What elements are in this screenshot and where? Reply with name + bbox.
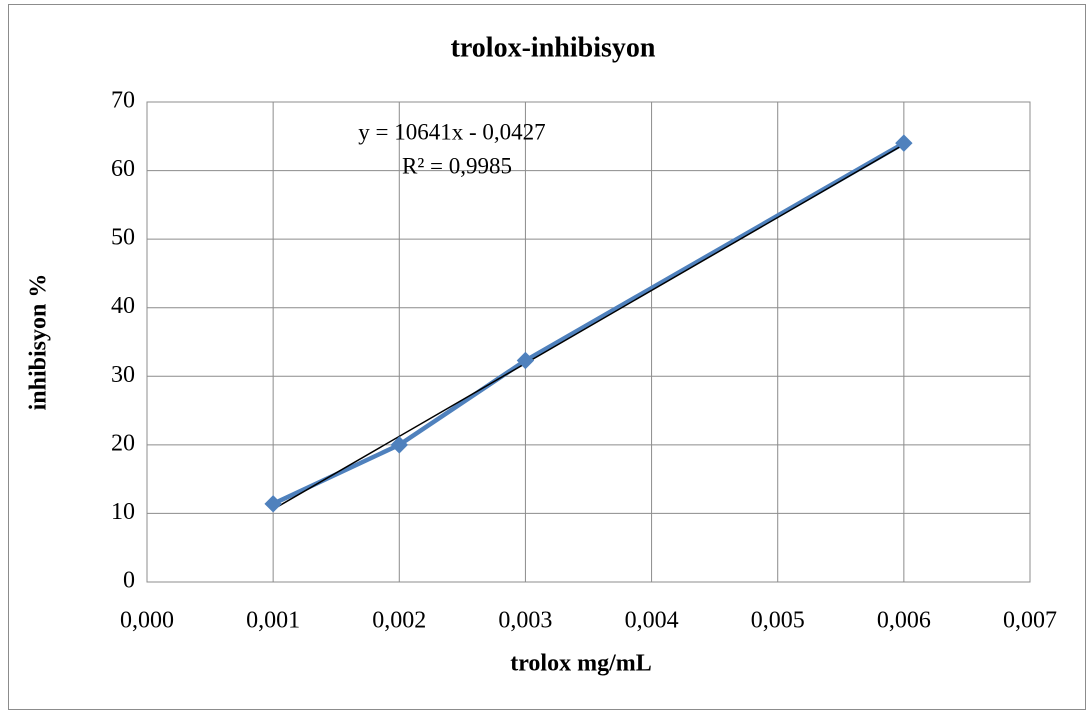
y-tick-label: 40 [111, 293, 135, 319]
y-tick-label: 70 [111, 88, 135, 114]
x-tick-label: 0,006 [877, 608, 931, 634]
plot-border [146, 101, 1031, 583]
y-tick-label: 10 [111, 499, 135, 525]
grid [146, 101, 1031, 583]
x-tick-label: 0,003 [498, 608, 552, 634]
x-tick-label: 0,004 [625, 608, 679, 634]
trendline-equation: y = 10641x - 0,0427 [358, 119, 545, 144]
y-tick-label: 20 [111, 430, 135, 456]
x-tick-label: 0,000 [120, 608, 174, 634]
chart-border [8, 4, 1086, 710]
x-axis-label: trolox mg/mL [510, 651, 652, 677]
trendline [272, 143, 905, 510]
x-tick-label: 0,002 [372, 608, 426, 634]
y-axis-label: inhibisyon % [26, 274, 52, 411]
x-tick-label: 0,001 [246, 608, 300, 634]
y-tick-label: 0 [123, 568, 135, 594]
y-tick-label: 30 [111, 362, 135, 388]
data-point [264, 495, 282, 513]
data-point [516, 351, 535, 370]
chart-title: trolox-inhibisyon [451, 32, 656, 63]
r-squared: R² = 0,9985 [402, 153, 512, 178]
data-line [272, 141, 905, 506]
x-tick-label: 0,007 [1003, 608, 1057, 634]
data-point [895, 134, 913, 152]
data-point [390, 436, 408, 454]
x-tick-label: 0,005 [751, 608, 805, 634]
y-tick-label: 50 [111, 225, 135, 251]
y-tick-label: 60 [111, 156, 135, 182]
